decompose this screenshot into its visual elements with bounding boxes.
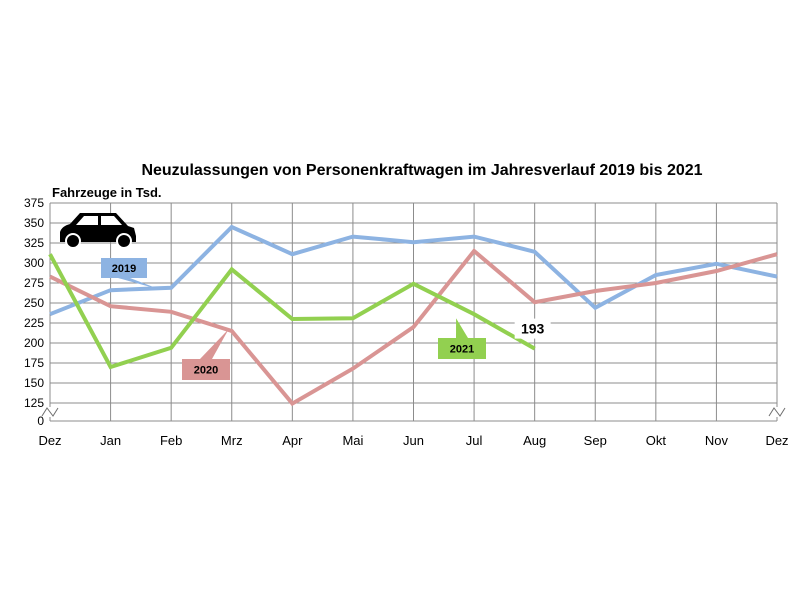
y-tick-label: 375 [24, 196, 44, 210]
axis-break-mark [768, 407, 786, 417]
series-line-2020 [49, 248, 778, 407]
x-tick-label: Jun [403, 433, 424, 448]
x-tick-label: Mrz [221, 433, 243, 448]
series-label-pointer [200, 329, 229, 359]
y-tick-label: 125 [24, 396, 44, 410]
y-tick-label: 150 [24, 376, 44, 390]
y-tick-label: 0 [37, 414, 44, 428]
series-label-box [101, 258, 147, 278]
y-tick-label: 250 [24, 296, 44, 310]
series-label-2020: 2020 [194, 365, 218, 377]
x-tick-label: Dez [38, 433, 61, 448]
series-label-box [438, 338, 486, 359]
data-annotation: 193 [521, 321, 545, 337]
x-tick-label: Nov [705, 433, 729, 448]
series-label-pointer [118, 278, 161, 290]
x-tick-label: Mai [342, 433, 363, 448]
series [48, 224, 778, 407]
x-tick-label: Jan [100, 433, 121, 448]
series-line-2021 [48, 253, 536, 370]
axes: 0 125 150 175 200 225 250 275 300 325 350 375 Dez Jan… [24, 196, 789, 448]
series-label-box [182, 359, 230, 380]
axis-break-mark [41, 407, 59, 417]
y-tick-label: 300 [24, 256, 44, 270]
x-tick-label: Apr [282, 433, 303, 448]
annotation-background [514, 318, 551, 339]
series-label-pointer [456, 318, 468, 338]
series-label-2021: 2021 [450, 344, 474, 356]
series-label-2019: 2019 [112, 263, 136, 275]
y-axis-label: Fahrzeuge in Tsd. [52, 185, 162, 200]
y-tick-label: 225 [24, 316, 44, 330]
chart-title: Neuzulassungen von Personenkraftwagen im… [141, 162, 702, 179]
series-labels: 2019 2020 2021 193 [101, 258, 551, 380]
y-tick-label: 175 [24, 356, 44, 370]
car-icon [60, 213, 136, 249]
y-tick-label: 350 [24, 216, 44, 230]
x-tick-label: Dez [765, 433, 788, 448]
y-tick-label: 200 [24, 336, 44, 350]
y-tick-label: 275 [24, 276, 44, 290]
x-tick-label: Aug [523, 433, 546, 448]
x-tick-label: Sep [584, 433, 607, 448]
x-tick-label: Okt [646, 433, 667, 448]
series-line-2019 [49, 224, 778, 317]
x-tick-label: Feb [160, 433, 182, 448]
x-tick-label: Jul [466, 433, 483, 448]
y-tick-label: 325 [24, 236, 44, 250]
